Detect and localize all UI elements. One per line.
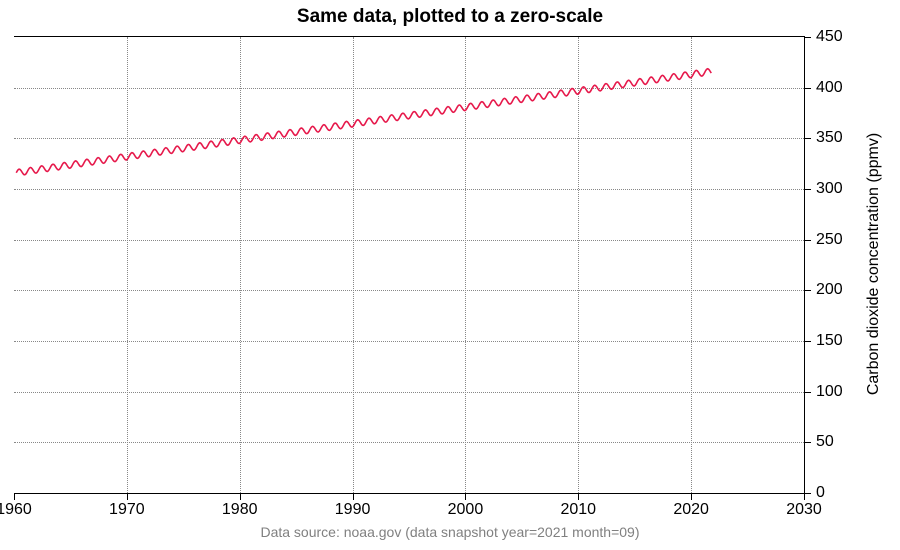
line-series-co2	[14, 37, 804, 493]
x-tick-label: 1960	[0, 501, 32, 519]
x-tick	[127, 493, 128, 500]
y-tick	[804, 189, 811, 190]
y-tick	[804, 88, 811, 89]
x-tick-label: 1970	[109, 501, 145, 519]
x-tick	[353, 493, 354, 500]
x-tick	[240, 493, 241, 500]
y-tick	[804, 392, 811, 393]
y-tick	[804, 493, 811, 494]
x-axis-tick-labels: 19601970198019902000201020202030	[14, 501, 804, 523]
y-tick	[804, 138, 811, 139]
chart-title: Same data, plotted to a zero-scale	[0, 6, 900, 28]
x-tick-label: 2010	[560, 501, 596, 519]
y-tick-label: 300	[816, 180, 843, 198]
y-tick	[804, 442, 811, 443]
x-tick	[14, 493, 15, 500]
y-axis-tick-labels: 050100150200250300350400450	[816, 37, 876, 493]
y-tick	[804, 290, 811, 291]
y-tick-label: 200	[816, 281, 843, 299]
y-tick	[804, 37, 811, 38]
y-tick	[804, 341, 811, 342]
y-tick-label: 50	[816, 433, 834, 451]
x-tick-label: 2000	[448, 501, 484, 519]
y-tick-label: 250	[816, 231, 843, 249]
x-tick	[578, 493, 579, 500]
line-path	[16, 69, 711, 175]
x-tick-label: 1980	[222, 501, 258, 519]
y-tick-label: 0	[816, 484, 825, 502]
y-tick-label: 100	[816, 383, 843, 401]
y-tick-label: 400	[816, 79, 843, 97]
x-tick	[465, 493, 466, 500]
x-tick-label: 2030	[786, 501, 822, 519]
y-tick-label: 150	[816, 332, 843, 350]
x-tick-label: 1990	[335, 501, 371, 519]
x-tick	[804, 493, 805, 500]
plot-area: 19601970198019902000201020202030 0501001…	[14, 36, 805, 494]
x-tick	[691, 493, 692, 500]
y-tick	[804, 240, 811, 241]
chart-caption: Data source: noaa.gov (data snapshot yea…	[0, 524, 900, 540]
y-tick-label: 350	[816, 129, 843, 147]
x-tick-label: 2020	[673, 501, 709, 519]
y-tick-label: 450	[816, 28, 843, 46]
